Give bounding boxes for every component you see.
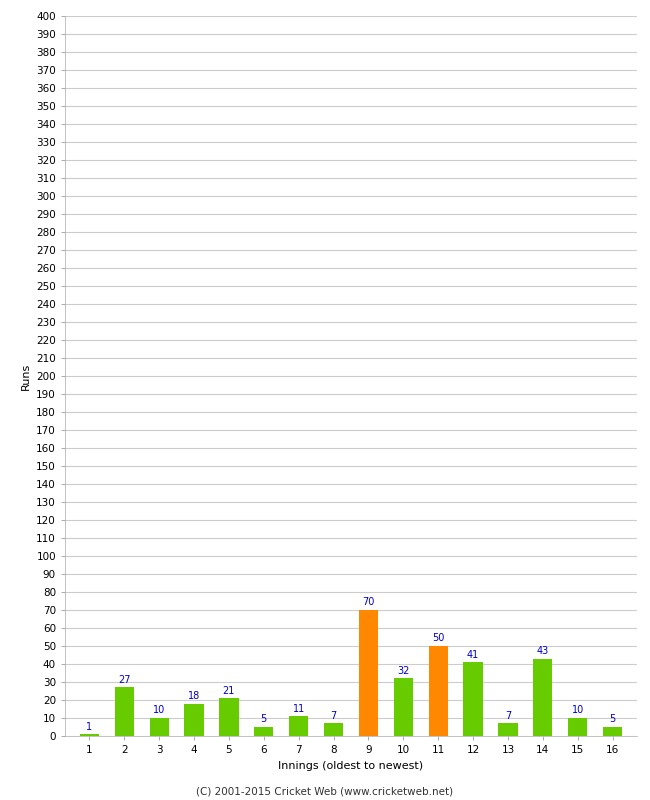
- Bar: [359, 610, 378, 736]
- Text: 5: 5: [610, 714, 616, 724]
- Bar: [80, 734, 99, 736]
- Text: 7: 7: [505, 710, 511, 721]
- Bar: [324, 723, 343, 736]
- Text: 21: 21: [223, 686, 235, 695]
- Bar: [603, 727, 622, 736]
- Bar: [568, 718, 588, 736]
- X-axis label: Innings (oldest to newest): Innings (oldest to newest): [278, 761, 424, 770]
- Bar: [114, 687, 134, 736]
- Bar: [533, 658, 552, 736]
- Text: 50: 50: [432, 634, 445, 643]
- Text: 1: 1: [86, 722, 92, 731]
- Y-axis label: Runs: Runs: [21, 362, 31, 390]
- Text: 11: 11: [292, 703, 305, 714]
- Text: 43: 43: [537, 646, 549, 656]
- Bar: [150, 718, 169, 736]
- Bar: [394, 678, 413, 736]
- Text: 32: 32: [397, 666, 410, 676]
- Text: 41: 41: [467, 650, 479, 659]
- Text: 7: 7: [330, 710, 337, 721]
- Text: (C) 2001-2015 Cricket Web (www.cricketweb.net): (C) 2001-2015 Cricket Web (www.cricketwe…: [196, 786, 454, 796]
- Text: 70: 70: [362, 598, 374, 607]
- Text: 27: 27: [118, 674, 131, 685]
- Bar: [219, 698, 239, 736]
- Text: 10: 10: [571, 706, 584, 715]
- Bar: [463, 662, 483, 736]
- Bar: [185, 704, 203, 736]
- Bar: [428, 646, 448, 736]
- Bar: [289, 716, 308, 736]
- Bar: [254, 727, 274, 736]
- Bar: [499, 723, 517, 736]
- Text: 18: 18: [188, 691, 200, 701]
- Text: 10: 10: [153, 706, 165, 715]
- Text: 5: 5: [261, 714, 267, 724]
